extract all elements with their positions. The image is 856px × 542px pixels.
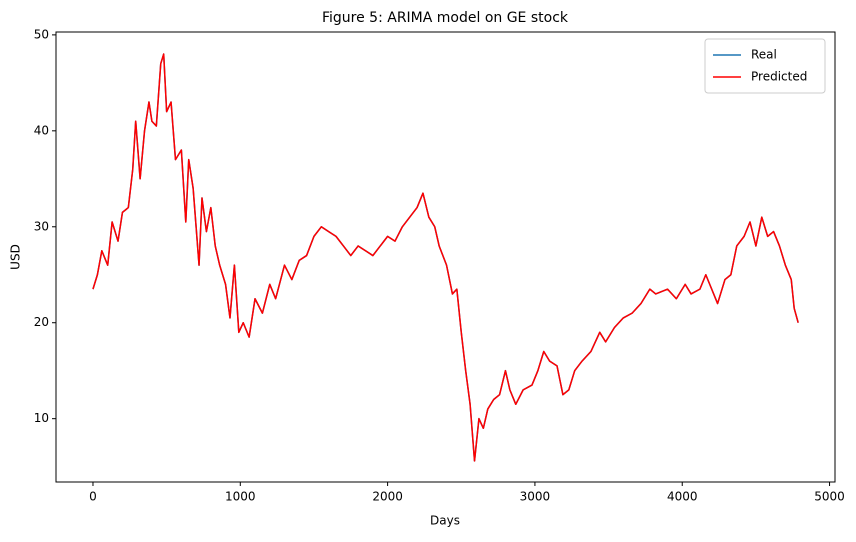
y-axis-label: USD bbox=[9, 244, 23, 270]
x-tick-label: 4000 bbox=[667, 490, 698, 504]
x-tick-label: 0 bbox=[89, 490, 97, 504]
y-tick-label: 10 bbox=[34, 411, 49, 425]
y-tick-label: 30 bbox=[34, 219, 49, 233]
x-tick-label: 1000 bbox=[225, 490, 256, 504]
x-tick-label: 3000 bbox=[520, 490, 551, 504]
legend-label: Real bbox=[751, 48, 777, 62]
chart-title: Figure 5: ARIMA model on GE stock bbox=[322, 10, 569, 26]
plot-frame bbox=[55, 31, 836, 483]
x-axis-label: Days bbox=[430, 514, 460, 528]
data-line bbox=[92, 53, 799, 462]
legend-box bbox=[704, 38, 826, 94]
y-tick-label: 40 bbox=[34, 123, 49, 137]
legend-label: Predicted bbox=[751, 70, 807, 84]
x-tick-label: 2000 bbox=[372, 490, 403, 504]
x-tick-label: 5000 bbox=[814, 490, 845, 504]
y-tick-label: 50 bbox=[34, 27, 49, 41]
y-tick-label: 20 bbox=[34, 315, 49, 329]
